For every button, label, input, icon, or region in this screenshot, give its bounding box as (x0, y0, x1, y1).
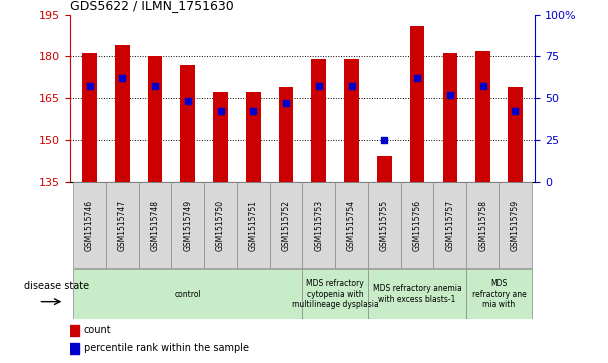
Text: GSM1515759: GSM1515759 (511, 200, 520, 250)
Bar (466, 269, 532, 319)
Point (150, 83, 160, 89)
Bar (73, 269, 302, 319)
Point (314, 83, 323, 89)
Point (347, 83, 356, 89)
Bar (246, 93, 261, 182)
Bar (139, 182, 171, 268)
Bar (171, 182, 204, 268)
Text: GSM1515753: GSM1515753 (314, 200, 323, 250)
Point (216, 109, 226, 114)
Point (412, 75, 422, 81)
Bar (70, 325, 79, 336)
Text: GSM1515749: GSM1515749 (184, 200, 192, 250)
Text: control: control (174, 290, 201, 298)
Text: GSM1515755: GSM1515755 (380, 200, 389, 250)
Bar (377, 156, 392, 182)
Bar (475, 51, 490, 182)
Bar (302, 182, 335, 268)
Bar (410, 26, 424, 182)
Text: GSM1515747: GSM1515747 (118, 200, 127, 250)
Text: GSM1515750: GSM1515750 (216, 200, 225, 250)
Point (511, 109, 520, 114)
Bar (302, 269, 368, 319)
Bar (368, 269, 466, 319)
Point (249, 109, 258, 114)
Text: MDS refractory
cytopenia with
multilineage dysplasia: MDS refractory cytopenia with multilinea… (292, 279, 379, 309)
Bar (443, 53, 457, 181)
Bar (368, 182, 401, 268)
Point (478, 83, 488, 89)
Bar (434, 182, 466, 268)
Text: GSM1515748: GSM1515748 (151, 200, 159, 250)
Bar (508, 87, 523, 182)
Text: GSM1515758: GSM1515758 (478, 200, 487, 250)
Point (282, 100, 291, 106)
Text: GDS5622 / ILMN_1751630: GDS5622 / ILMN_1751630 (70, 0, 233, 12)
Bar (466, 182, 499, 268)
Bar (401, 182, 434, 268)
Text: MDS
refractory ane
mia with: MDS refractory ane mia with (472, 279, 527, 309)
Point (85, 83, 94, 89)
Point (183, 98, 193, 104)
Text: percentile rank within the sample: percentile rank within the sample (84, 343, 249, 354)
Bar (213, 93, 228, 182)
Bar (204, 182, 237, 268)
Text: GSM1515751: GSM1515751 (249, 200, 258, 250)
Bar (311, 59, 326, 182)
Text: MDS refractory anemia
with excess blasts-1: MDS refractory anemia with excess blasts… (373, 284, 461, 304)
Point (379, 137, 389, 143)
Text: GSM1515757: GSM1515757 (446, 200, 454, 250)
Point (445, 92, 455, 98)
Bar (148, 56, 162, 182)
Bar (70, 343, 79, 354)
Bar (181, 65, 195, 182)
Bar (278, 87, 294, 182)
Text: count: count (84, 325, 111, 335)
Bar (270, 182, 303, 268)
Bar (237, 182, 270, 268)
Bar (115, 45, 130, 182)
Bar (73, 182, 106, 268)
Bar (106, 182, 139, 268)
Bar (499, 182, 532, 268)
Text: GSM1515756: GSM1515756 (413, 200, 421, 250)
Bar (335, 182, 368, 268)
Text: GSM1515752: GSM1515752 (282, 200, 291, 250)
Bar (82, 53, 97, 181)
Text: disease state: disease state (24, 281, 89, 291)
Text: GSM1515746: GSM1515746 (85, 200, 94, 250)
Text: GSM1515754: GSM1515754 (347, 200, 356, 250)
Point (117, 75, 127, 81)
Bar (344, 59, 359, 182)
